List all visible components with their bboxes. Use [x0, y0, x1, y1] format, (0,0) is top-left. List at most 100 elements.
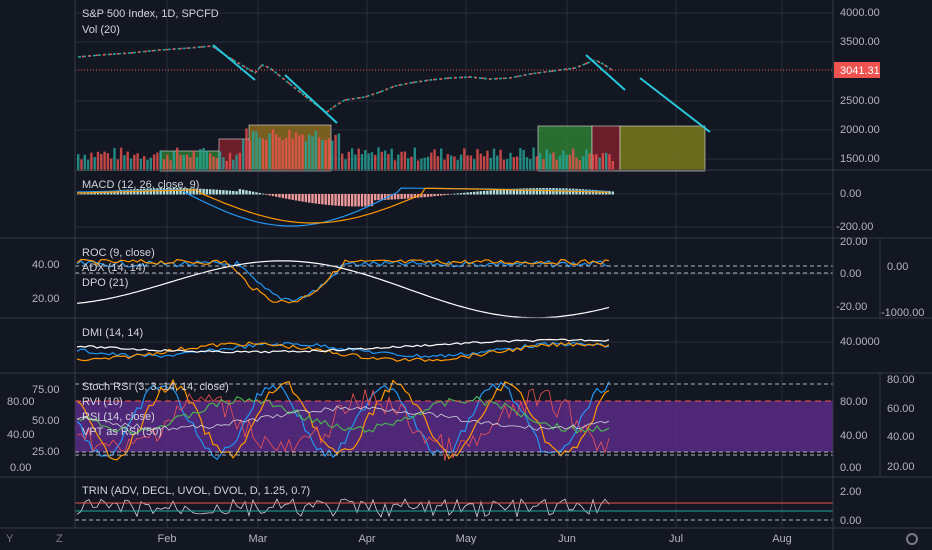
- volume-bar: [552, 152, 555, 171]
- volume-bar: [548, 153, 552, 171]
- volume-bar: [430, 152, 433, 171]
- volume-bar: [433, 149, 436, 171]
- histogram-bar: [350, 194, 354, 207]
- settings-icon[interactable]: [906, 533, 918, 545]
- volume-bar: [209, 153, 212, 171]
- scale-button[interactable]: Z: [56, 533, 63, 545]
- volume-bar: [499, 149, 502, 171]
- histogram-bar: [525, 188, 529, 195]
- volume-bar: [542, 159, 545, 171]
- volume-bar: [459, 154, 463, 171]
- volume-bar: [288, 129, 291, 171]
- histogram-bar: [86, 193, 90, 195]
- histogram-bar: [400, 194, 403, 199]
- histogram-bar: [512, 188, 515, 195]
- volume-bar: [360, 154, 364, 171]
- volume-bar: [588, 153, 591, 171]
- histogram-bar: [433, 194, 436, 197]
- histogram-bar: [469, 192, 473, 195]
- volume-bar: [199, 148, 202, 171]
- volume-bar: [416, 160, 420, 171]
- volume-bar: [331, 140, 334, 171]
- histogram-bar: [466, 192, 469, 195]
- price-tick: 1500.00: [840, 153, 880, 165]
- price-tick: 2500.00: [840, 95, 880, 107]
- volume-bar: [159, 150, 162, 171]
- axis-tick: 0.00: [840, 188, 861, 200]
- histogram-bar: [205, 189, 209, 195]
- trend-line: [585, 54, 626, 91]
- histogram-bar: [407, 194, 410, 199]
- volume-bar: [506, 159, 509, 171]
- symbol-title: S&P 500 Index, 1D, SPCFD: [82, 8, 219, 20]
- volume-bar: [565, 154, 568, 171]
- histogram-bar: [261, 193, 265, 195]
- histogram-bar: [110, 190, 113, 195]
- histogram-bar: [202, 188, 205, 195]
- volume-bar: [496, 155, 499, 171]
- volume-bar: [456, 160, 459, 171]
- histogram-bar: [341, 194, 344, 207]
- scale-button[interactable]: Y: [6, 533, 14, 545]
- histogram-bar: [301, 194, 304, 202]
- axis-tick: 60.00: [887, 403, 915, 415]
- histogram-bar: [189, 188, 192, 195]
- histogram-bar: [258, 192, 261, 195]
- histogram-bar: [446, 194, 449, 195]
- indicator-label: RVI (10): [82, 396, 123, 408]
- indicator-line: [76, 338, 610, 354]
- volume-bar: [77, 154, 80, 171]
- volume-bar: [317, 137, 321, 171]
- volume-bar: [489, 157, 492, 171]
- axis-tick: 25.00: [32, 446, 60, 458]
- volume-bar: [522, 149, 525, 171]
- histogram-bar: [539, 188, 542, 195]
- histogram-bar: [344, 194, 347, 207]
- volume-bar: [403, 151, 407, 171]
- histogram-bar: [83, 193, 86, 195]
- axis-tick: 80.00: [840, 396, 868, 408]
- volume-bar: [367, 153, 370, 171]
- volume-bar: [572, 148, 575, 171]
- volume-bar: [515, 156, 519, 171]
- price-tick: 2000.00: [840, 124, 880, 136]
- histogram-bar: [436, 194, 440, 196]
- histogram-bar: [327, 194, 331, 206]
- volume-bar: [479, 153, 482, 171]
- axis-tick: 75.00: [32, 384, 60, 396]
- histogram-bar: [235, 191, 238, 195]
- volume-bar: [218, 151, 222, 171]
- indicator-label: Stoch RSI (3, 3, 14, 14, close): [82, 381, 229, 393]
- histogram-bar: [357, 194, 360, 207]
- volume-bar: [410, 156, 413, 171]
- volume-bar: [143, 156, 146, 171]
- axis-tick: 0.00: [10, 462, 31, 474]
- volume-bar: [436, 156, 440, 171]
- volume-bar: [139, 158, 143, 171]
- axis-tick: 20.00: [840, 236, 868, 248]
- histogram-bar: [347, 194, 350, 207]
- histogram-bar: [492, 190, 496, 195]
- volume-bar: [350, 148, 354, 171]
- volume-bar: [354, 154, 357, 171]
- volume-bar: [344, 159, 347, 171]
- volume-bar: [228, 152, 232, 171]
- level-lines: [75, 265, 833, 521]
- volume-bar: [192, 150, 195, 171]
- time-tick: Feb: [158, 533, 177, 545]
- volume-bar: [133, 154, 136, 171]
- volume-bar: [446, 154, 449, 171]
- indicator-line: [76, 405, 610, 431]
- histogram-bar: [324, 194, 327, 205]
- axis-tick: 2.00: [840, 486, 861, 498]
- histogram-bar: [228, 190, 232, 195]
- volume-bar: [397, 154, 400, 171]
- volume-bar: [235, 154, 238, 171]
- histogram-bar: [370, 194, 374, 207]
- histogram-bar: [195, 188, 199, 195]
- histogram-bar: [459, 193, 463, 195]
- indicator-line: [76, 381, 610, 461]
- volume-bar: [80, 159, 83, 171]
- axis-tick: 40.0000: [840, 336, 880, 348]
